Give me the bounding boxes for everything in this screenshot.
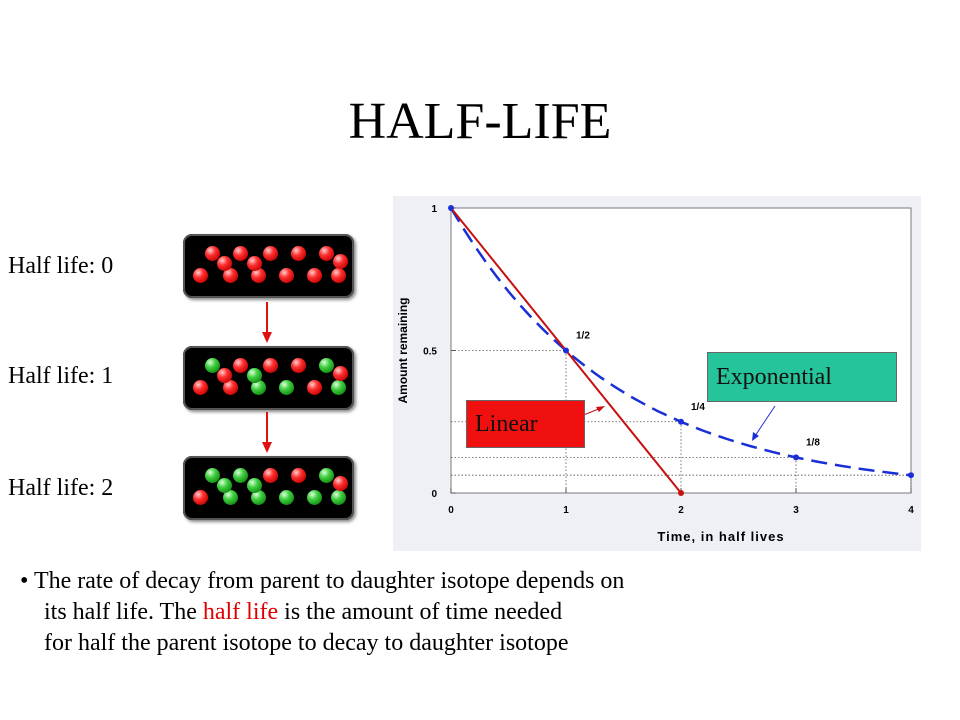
green-atom [247,478,262,493]
body-line-2-pre: its half life. The [44,599,203,625]
linear-pointer-head [596,406,605,412]
green-atom [279,490,294,505]
half-life-highlight: half life [202,599,279,625]
green-atom [233,468,248,483]
point-label: 1/4 [691,402,705,413]
point-label: 1/8 [806,437,820,448]
exponential-pointer-head [752,432,759,441]
atom-box-1 [183,346,354,410]
red-atom [333,254,348,269]
exponential-pointer [754,405,776,437]
linear-point [678,490,684,496]
point-label: 1/2 [576,331,590,342]
red-atom [319,246,334,261]
green-atom [223,490,238,505]
green-atom [331,490,346,505]
red-atom [307,380,322,395]
body-line-1: • The rate of decay from parent to daugh… [20,568,625,594]
red-atom [291,246,306,261]
exponential-callout: Exponential [707,352,897,402]
red-atom [251,268,266,283]
y-tick-label: 0 [431,489,437,500]
red-atom [333,366,348,381]
body-line-2-post: is the amount of time needed [278,599,563,625]
exponential-callout-label: Exponential [716,363,832,390]
atom-box-0 [183,234,354,298]
red-atom [223,380,238,395]
green-atom [331,380,346,395]
red-atom [263,468,278,483]
x-axis-label: Time, in half lives [657,529,784,544]
linear-callout: Linear [466,400,585,448]
x-tick-label: 4 [908,505,914,516]
red-atom [233,358,248,373]
green-atom [251,380,266,395]
green-atom [319,358,334,373]
red-atom [223,268,238,283]
red-atom [307,268,322,283]
body-line-3: for half the parent isotope to decay to … [44,630,569,656]
y-axis-label: Amount remaining [396,297,410,403]
x-tick-label: 1 [563,505,569,516]
down-arrow-icon [262,412,272,453]
down-arrow-icon [262,302,272,343]
exponential-point [678,418,684,425]
red-atom [233,246,248,261]
stage-label-0: Half life: 0 [8,253,114,279]
x-tick-label: 3 [793,505,799,516]
x-tick-label: 2 [678,505,684,516]
green-atom [251,490,266,505]
red-atom [205,246,220,261]
green-atom [217,478,232,493]
body-text: • The rate of decay from parent to daugh… [20,566,624,659]
red-atom [263,246,278,261]
stage-label-1: Half life: 1 [8,363,114,389]
red-atom [279,268,294,283]
page-title: HALF-LIFE [348,93,612,150]
green-atom [205,468,220,483]
y-tick-label: 0.5 [423,347,437,358]
exponential-point [448,205,454,211]
red-atom [193,490,208,505]
stage-label-2: Half life: 2 [8,475,114,501]
body-line-2: its half life. The half life is the amou… [20,597,624,628]
exponential-point [793,454,799,461]
atom-box-2 [183,456,354,520]
red-atom [217,256,232,271]
green-atom [247,368,262,383]
green-atom [279,380,294,395]
linear-callout-label: Linear [475,410,538,437]
red-atom [291,468,306,483]
red-atom [331,268,346,283]
red-atom [291,358,306,373]
red-atom [193,380,208,395]
green-atom [307,490,322,505]
green-atom [205,358,220,373]
exponential-point [563,347,569,354]
exponential-point [908,472,914,479]
green-atom [319,468,334,483]
decay-chart: 0 1 2 3 4 0 0.5 1 Time, in half lives Amount rema… [393,196,941,551]
red-atom [217,368,232,383]
red-atom [193,268,208,283]
red-atom [263,358,278,373]
y-tick-label: 1 [431,204,437,215]
red-atom [247,256,262,271]
x-tick-label: 0 [448,505,454,516]
red-atom [333,476,348,491]
